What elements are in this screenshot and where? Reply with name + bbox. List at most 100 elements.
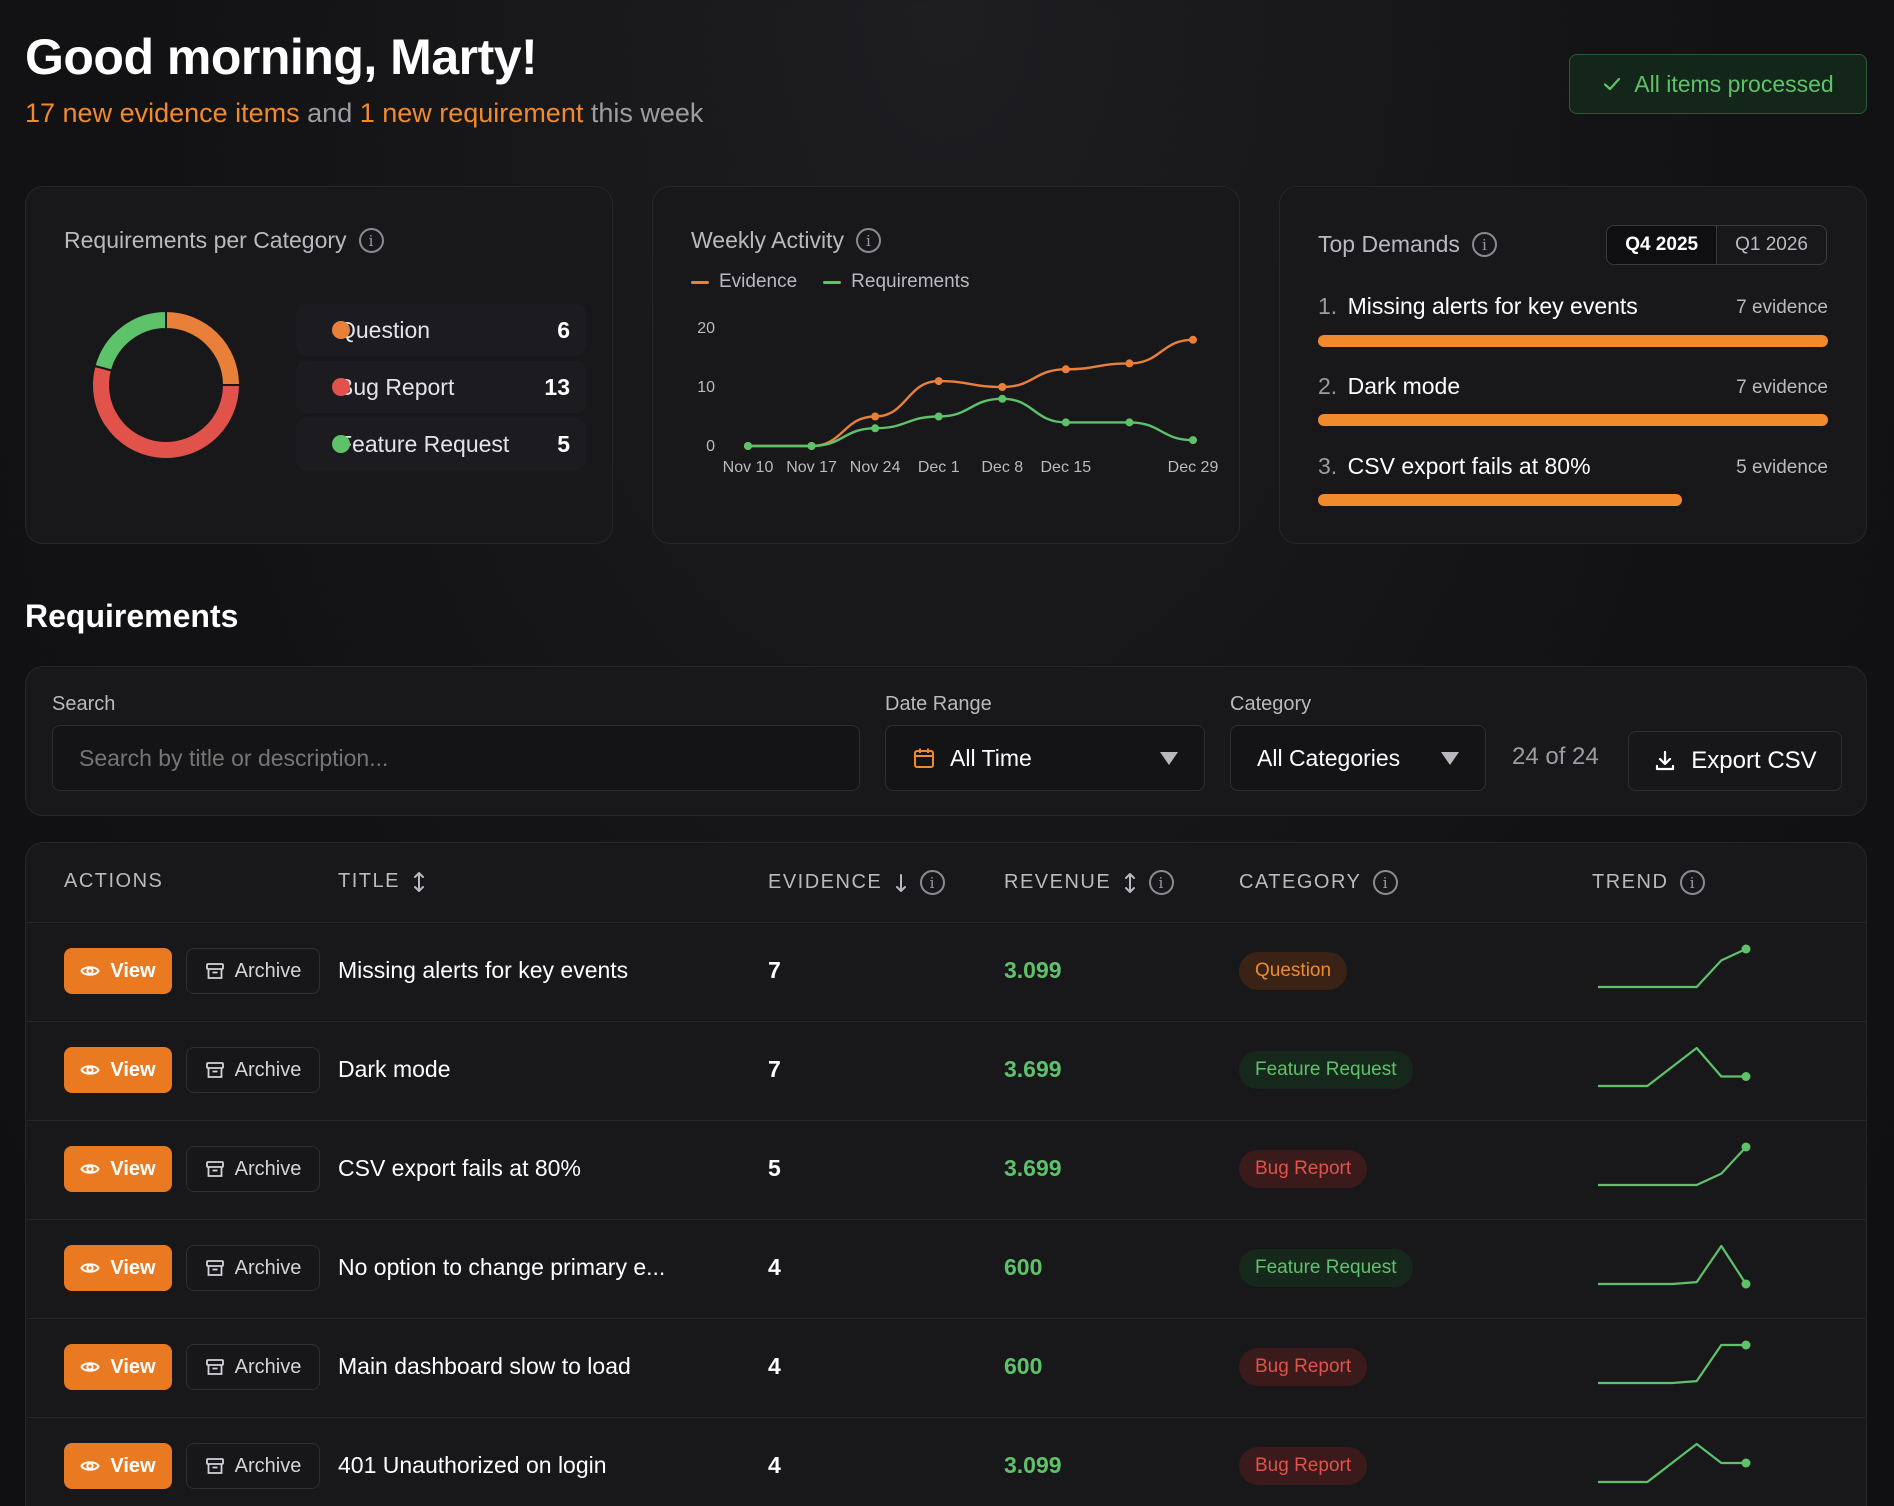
- trend-sparkline: [1598, 1142, 1751, 1187]
- row-divider: [27, 1219, 1867, 1220]
- x-tick-label: Dec 29: [1168, 459, 1219, 476]
- archive-icon: [205, 963, 224, 979]
- category-value: All Categories: [1257, 744, 1401, 771]
- data-point-requirements[interactable]: [807, 442, 816, 450]
- data-point-evidence[interactable]: [1189, 335, 1197, 344]
- view-button[interactable]: View: [64, 1245, 172, 1291]
- archive-label: Archive: [234, 1256, 302, 1279]
- data-point-requirements[interactable]: [1125, 418, 1134, 427]
- view-button[interactable]: View: [64, 1443, 172, 1489]
- header-revenue[interactable]: REVENUE i: [1004, 870, 1175, 895]
- archive-label: Archive: [234, 1157, 302, 1180]
- donut-slice-bug-report[interactable]: [91, 364, 242, 460]
- data-point-evidence[interactable]: [998, 383, 1007, 391]
- data-point-requirements[interactable]: [998, 394, 1007, 403]
- header-trend: TREND i: [1592, 870, 1706, 895]
- archive-icon: [205, 1359, 224, 1375]
- archive-icon: [205, 1161, 224, 1177]
- trend-sparkline: [1598, 1340, 1751, 1385]
- data-point-evidence[interactable]: [1061, 365, 1070, 374]
- info-icon[interactable]: i: [855, 228, 881, 253]
- eye-icon: [80, 1164, 101, 1174]
- view-button[interactable]: View: [64, 1146, 172, 1192]
- view-button[interactable]: View: [64, 948, 172, 994]
- data-point-evidence[interactable]: [871, 412, 880, 421]
- data-point-requirements[interactable]: [934, 412, 943, 421]
- demand-bar: [1318, 335, 1828, 347]
- search-input[interactable]: [52, 725, 860, 791]
- trend-endpoint: [1741, 1142, 1751, 1152]
- archive-button[interactable]: Archive: [186, 948, 320, 994]
- date-range-select[interactable]: All Time: [885, 725, 1205, 791]
- search-label: Search: [52, 693, 116, 715]
- category-card-title: Requirements per Category: [64, 227, 347, 253]
- view-button[interactable]: View: [64, 1047, 172, 1093]
- view-button[interactable]: View: [64, 1344, 172, 1390]
- info-icon[interactable]: i: [1680, 870, 1706, 895]
- legend-bug-report: Bug Report 13: [296, 361, 586, 413]
- archive-button[interactable]: Archive: [186, 1443, 320, 1489]
- donut-slice-feature-request[interactable]: [93, 309, 167, 372]
- data-point-requirements[interactable]: [1189, 436, 1197, 445]
- processing-status-button[interactable]: All items processed: [1569, 54, 1867, 114]
- tab-q1-2026[interactable]: Q1 2026: [1735, 234, 1808, 255]
- row-title[interactable]: No option to change primary e...: [338, 1254, 666, 1280]
- demand-item: 1. Missing alerts for key events 7 evide…: [1318, 293, 1828, 320]
- new-requirement-count: 1 new requirement: [359, 98, 584, 128]
- eye-icon: [80, 966, 101, 976]
- row-title[interactable]: CSV export fails at 80%: [338, 1155, 581, 1181]
- chevron-down-icon: [1160, 751, 1178, 765]
- archive-label: Archive: [234, 1355, 302, 1378]
- eye-icon: [80, 1263, 101, 1273]
- header-evidence[interactable]: EVIDENCE i: [768, 870, 946, 895]
- info-icon[interactable]: i: [1373, 870, 1399, 895]
- row-evidence: 7: [768, 1056, 781, 1082]
- row-divider: [27, 1120, 1867, 1121]
- archive-button[interactable]: Archive: [186, 1047, 320, 1093]
- header-trend-label: TREND: [1592, 871, 1669, 893]
- data-point-evidence[interactable]: [934, 377, 943, 386]
- data-point-requirements[interactable]: [871, 424, 880, 433]
- row-title[interactable]: Main dashboard slow to load: [338, 1353, 631, 1379]
- info-icon[interactable]: i: [358, 228, 384, 253]
- export-csv-button[interactable]: Export CSV: [1628, 731, 1842, 791]
- row-title[interactable]: 401 Unauthorized on login: [338, 1452, 607, 1478]
- series-line-evidence: [748, 338, 1194, 448]
- data-point-requirements[interactable]: [744, 442, 752, 450]
- date-range-value: All Time: [950, 744, 1032, 771]
- demand-bar: [1318, 414, 1828, 426]
- sort-icon: [1125, 872, 1136, 893]
- info-icon[interactable]: i: [920, 870, 946, 895]
- summary-and: and: [299, 98, 360, 128]
- tab-q4-2025[interactable]: Q4 2025: [1607, 226, 1718, 264]
- header-title[interactable]: TITLE: [338, 870, 426, 893]
- archive-button[interactable]: Archive: [186, 1344, 320, 1390]
- row-category: Question: [1239, 952, 1348, 990]
- row-divider: [27, 1318, 1867, 1319]
- data-point-evidence[interactable]: [1125, 359, 1134, 368]
- archive-button[interactable]: Archive: [186, 1146, 320, 1192]
- info-icon[interactable]: i: [1471, 232, 1497, 257]
- demand-title: CSV export fails at 80%: [1347, 453, 1591, 479]
- x-tick-label: Nov 17: [786, 459, 837, 476]
- legend-count: 5: [557, 430, 570, 457]
- trend-line: [1598, 1442, 1746, 1484]
- processing-status-label: All items processed: [1634, 70, 1834, 97]
- legend-label: Bug Report: [338, 373, 455, 400]
- row-title[interactable]: Dark mode: [338, 1056, 451, 1082]
- category-card: Requirements per Category i Question 6 B…: [25, 186, 613, 544]
- header-category-label: CATEGORY: [1239, 871, 1362, 893]
- archive-icon: [205, 1260, 224, 1276]
- archive-button[interactable]: Archive: [186, 1245, 320, 1291]
- info-icon[interactable]: i: [1149, 870, 1175, 895]
- donut-slice-question[interactable]: [165, 309, 242, 386]
- row-title[interactable]: Missing alerts for key events: [338, 957, 629, 983]
- row-evidence: 4: [768, 1353, 781, 1379]
- weekly-activity-card: Weekly Activity i Evidence Requirements …: [652, 186, 1240, 544]
- category-select[interactable]: All Categories: [1230, 725, 1486, 791]
- demand-item: 3. CSV export fails at 80% 5 evidence: [1318, 453, 1828, 480]
- quarter-tabs: Q4 2025 Q1 2026: [1606, 225, 1827, 265]
- weekly-card-title: Weekly Activity: [691, 227, 844, 253]
- requirements-table: [25, 842, 1867, 1506]
- data-point-requirements[interactable]: [1061, 418, 1070, 427]
